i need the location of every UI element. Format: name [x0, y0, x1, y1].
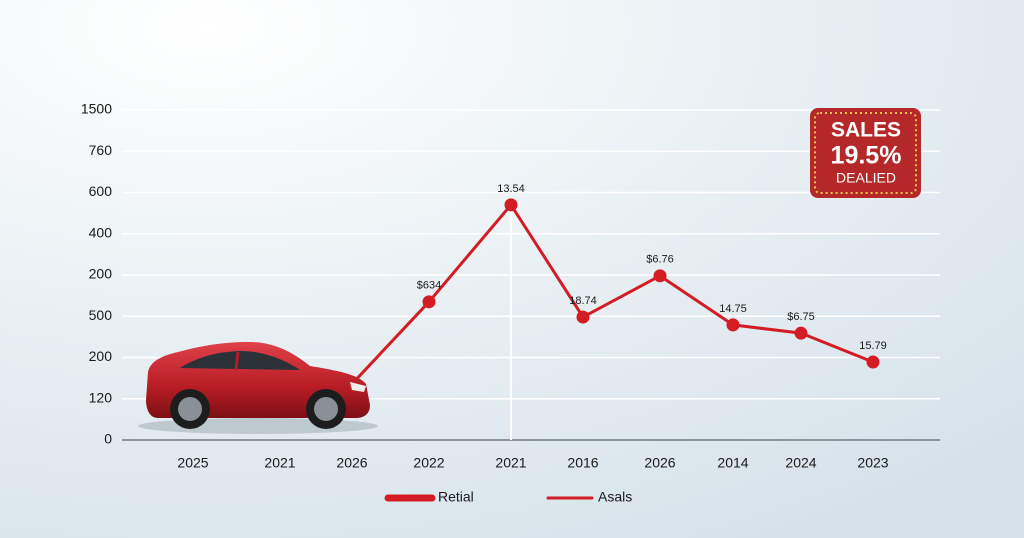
y-tick-label: 400: [89, 224, 113, 240]
legend-label: Asals: [598, 489, 632, 505]
badge-border: [814, 112, 917, 194]
sales-badge: SALES 19.5% DEALIED: [810, 108, 921, 198]
x-tick-label: 2026: [336, 455, 367, 471]
data-point: [726, 318, 740, 332]
badge-line: DEALIED: [836, 170, 896, 186]
x-tick-label: 2024: [785, 455, 816, 471]
x-tick-label: 2023: [857, 455, 888, 471]
y-tick-label: 120: [89, 389, 113, 405]
point-annotation: 14.75: [719, 303, 747, 315]
y-tick-label: 1500: [81, 101, 112, 117]
data-point: [653, 269, 667, 283]
x-tick-label: 2022: [413, 455, 444, 471]
x-tick-label: 2016: [567, 455, 598, 471]
data-point: [866, 355, 880, 369]
badge-line: 19.5%: [831, 142, 902, 170]
point-annotation: $634: [417, 280, 441, 292]
badge-box: [810, 108, 921, 198]
y-tick-label: 600: [89, 183, 113, 199]
point-annotation: $6.76: [646, 254, 674, 266]
x-tick-label: 2021: [495, 455, 526, 471]
y-tick-label: 0: [104, 431, 112, 447]
point-annotation: $6.75: [787, 311, 815, 323]
x-tick-label: 2014: [717, 455, 748, 471]
point-annotation: 15.79: [859, 340, 887, 352]
x-tick-label: 2025: [177, 455, 208, 471]
point-annotation: 18.74: [569, 295, 597, 307]
badge-line: SALES: [831, 119, 901, 142]
point-annotation: 13.54: [497, 183, 525, 195]
x-tick-label: 2026: [644, 455, 675, 471]
y-tick-label: 760: [89, 142, 113, 158]
series-line: [350, 203, 874, 385]
y-tick-label: 500: [89, 307, 113, 323]
data-point: [422, 295, 436, 309]
y-tick-label: 200: [89, 348, 113, 364]
plot-area: 0 120 200 500 200 400 600 760 1500 2025 2021 2026 20…: [81, 101, 940, 471]
y-tick-label: 200: [89, 266, 113, 282]
data-point: [794, 326, 808, 340]
car-illustration: [138, 342, 378, 434]
data-point: [576, 310, 590, 324]
data-point: [504, 198, 518, 212]
legend-label: Retial: [438, 489, 474, 505]
x-tick-label: 2021: [264, 455, 295, 471]
